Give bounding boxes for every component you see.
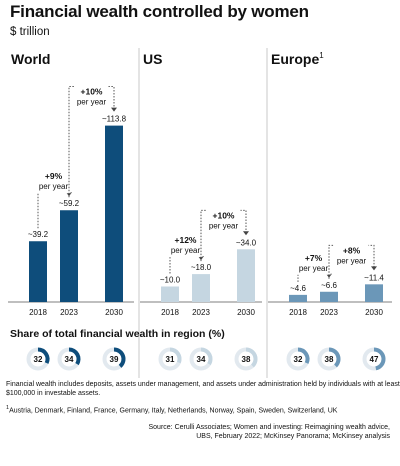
growth-unit-world-1: per year: [39, 182, 69, 191]
tick-label-europe-2030: 2030: [365, 308, 383, 317]
footnote: 1Austria, Denmark, Finland, France, Germ…: [6, 404, 337, 416]
value-label-europe-2018: ~4.6: [290, 284, 306, 293]
tick-label-us-2018: 2018: [161, 308, 179, 317]
share-value-europe-2023: 38: [325, 355, 334, 364]
source-line-2: UBS, February 2022; McKinsey Panorama; M…: [196, 432, 390, 440]
chart-subtitle: $ trillion: [10, 26, 50, 38]
value-label-us-2018: ~10.0: [160, 276, 181, 285]
region-title-us: US: [143, 51, 162, 67]
note-line-1: Financial wealth includes deposits, asse…: [6, 381, 400, 388]
tick-label-europe-2018: 2018: [289, 308, 307, 317]
share-ring-us-2030: [245, 347, 258, 368]
value-label-us-2030: ~34.0: [236, 238, 257, 247]
growth-label-bg-us-2: [206, 208, 241, 233]
growth-rate-europe-1: +7%: [305, 253, 323, 263]
growth-rate-europe-2: +8%: [343, 245, 361, 255]
share-value-world-2030: 39: [110, 355, 119, 364]
share-ring-us-2023: [200, 347, 213, 366]
growth-arrowhead-world-2: [111, 107, 117, 112]
growth-arrowhead-europe-2: [371, 266, 377, 271]
share-ring-us-2018: [169, 347, 182, 364]
bar-europe-2030: [365, 284, 383, 302]
growth-label-bg-europe-2: [334, 243, 369, 268]
region-title-world: World: [11, 51, 50, 67]
value-label-world-2030: ~113.8: [102, 115, 127, 124]
share-value-us-2018: 31: [166, 355, 175, 364]
share-ring-world-2030: [113, 347, 126, 368]
value-label-world-2018: ~39.2: [28, 230, 49, 239]
bar-world-2030: [105, 125, 123, 302]
growth-rate-world-2: +10%: [81, 87, 103, 97]
growth-label-bg-us-1: [168, 233, 203, 258]
footnote-marker: 1: [6, 405, 10, 411]
growth-label-bg-europe-1: [296, 250, 331, 275]
tick-label-us-2030: 2030: [237, 308, 255, 317]
region-title-europe: Europe1: [271, 51, 324, 67]
share-section-title: Share of total financial wealth in regio…: [10, 328, 225, 340]
share-value-us-2030: 38: [242, 355, 251, 364]
source-note: Source: Cerulli Associates; Women and in…: [149, 424, 391, 441]
share-ring-europe-2023: [328, 347, 341, 368]
source-line-1: Source: Cerulli Associates; Women and in…: [148, 424, 391, 431]
share-ring-europe-2030: [373, 347, 386, 371]
footnote-text: Austria, Denmark, Finland, France, Germa…: [9, 407, 338, 415]
share-value-us-2023: 34: [197, 355, 206, 364]
bar-europe-2018: [289, 294, 307, 302]
bar-world-2023: [60, 210, 78, 302]
growth-unit-europe-2: per year: [337, 256, 367, 265]
tick-label-world-2018: 2018: [29, 308, 47, 317]
growth-unit-us-2: per year: [209, 221, 239, 230]
region-title-footnote-marker: 1: [319, 51, 324, 60]
growth-rate-us-1: +12%: [175, 235, 197, 245]
growth-unit-us-1: per year: [171, 246, 201, 255]
value-label-us-2023: ~18.0: [191, 263, 212, 272]
share-value-europe-2018: 32: [294, 355, 303, 364]
bar-europe-2023: [320, 291, 338, 302]
bar-us-2023: [192, 274, 210, 302]
bar-us-2018: [161, 286, 179, 302]
growth-rate-world-1: +9%: [45, 171, 63, 181]
bar-world-2018: [29, 241, 47, 302]
tick-label-world-2023: 2023: [60, 308, 78, 317]
share-ring-world-2018: [37, 347, 50, 364]
growth-label-bg-world-2: [74, 84, 109, 109]
value-label-world-2023: ~59.2: [59, 199, 80, 208]
growth-unit-europe-1: per year: [299, 264, 329, 273]
tick-label-europe-2023: 2023: [320, 308, 338, 317]
value-label-europe-2030: ~11.4: [364, 273, 384, 282]
growth-arrowhead-us-2: [243, 231, 249, 236]
definition-note: Financial wealth includes deposits, asse…: [6, 381, 400, 398]
share-value-europe-2030: 47: [370, 355, 379, 364]
growth-unit-world-2: per year: [77, 98, 107, 107]
share-ring-world-2023: [68, 347, 81, 366]
bar-us-2030: [237, 249, 255, 302]
chart-title: Financial wealth controlled by women: [10, 2, 309, 21]
share-value-world-2018: 32: [34, 355, 43, 364]
growth-rate-us-2: +10%: [213, 210, 235, 220]
note-line-2: $100,000 in investable assets.: [6, 389, 101, 397]
value-label-europe-2023: ~6.6: [321, 281, 337, 290]
growth-label-bg-world-1: [36, 169, 71, 194]
tick-label-world-2030: 2030: [105, 308, 123, 317]
tick-label-us-2023: 2023: [192, 308, 210, 317]
share-ring-europe-2018: [297, 347, 310, 364]
share-value-world-2023: 34: [65, 355, 74, 364]
